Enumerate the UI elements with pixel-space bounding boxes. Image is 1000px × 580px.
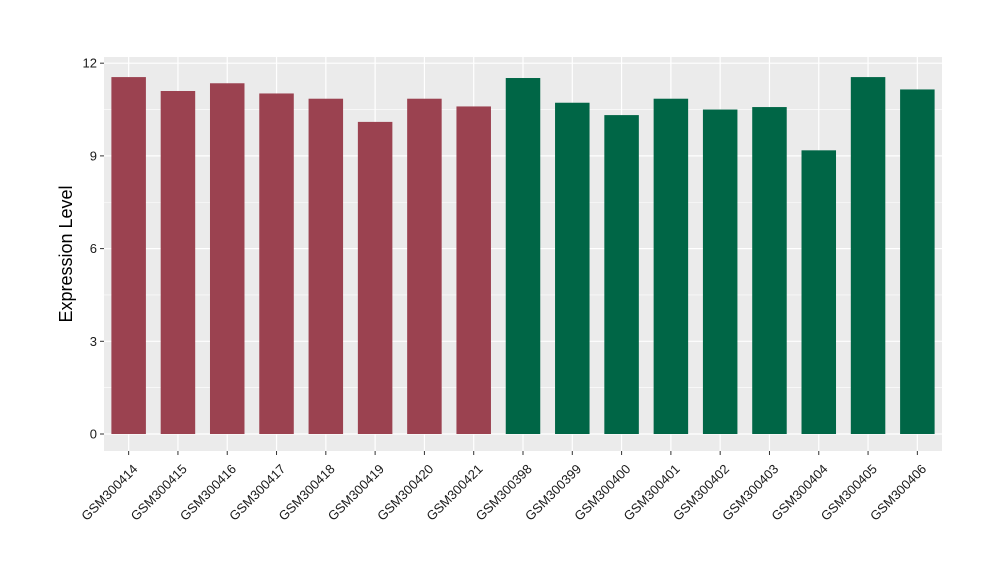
bar-GSM300404 <box>801 150 837 435</box>
bar-GSM300402 <box>702 109 738 435</box>
y-tick-label: 12 <box>83 56 97 71</box>
bar-GSM300406 <box>900 89 935 435</box>
bar-GSM300417 <box>259 93 294 435</box>
bar-GSM300400 <box>604 115 639 435</box>
y-axis: 0 3 6 9 12 <box>83 56 104 442</box>
bar-GSM300398 <box>505 78 541 435</box>
bar-GSM300399 <box>555 102 590 435</box>
x-axis: GSM300414GSM300415GSM300416GSM300417GSM3… <box>78 451 929 524</box>
bar-GSM300403 <box>752 107 787 435</box>
bar-GSM300418 <box>308 98 344 435</box>
bar-GSM300401 <box>653 98 689 435</box>
y-tick-label: 9 <box>90 148 97 163</box>
y-tick-label: 0 <box>90 427 97 442</box>
bar-GSM300419 <box>357 121 393 435</box>
y-tick-label: 3 <box>90 334 97 349</box>
bars <box>111 77 935 435</box>
bar-GSM300415 <box>160 90 196 435</box>
bar-GSM300416 <box>209 83 245 435</box>
bar-GSM300421 <box>456 106 491 435</box>
bar-GSM300405 <box>850 77 886 435</box>
y-axis-title: Expression Level <box>56 185 76 322</box>
bar-GSM300420 <box>407 98 442 435</box>
y-tick-label: 6 <box>90 241 97 256</box>
bar-GSM300414 <box>111 77 146 435</box>
